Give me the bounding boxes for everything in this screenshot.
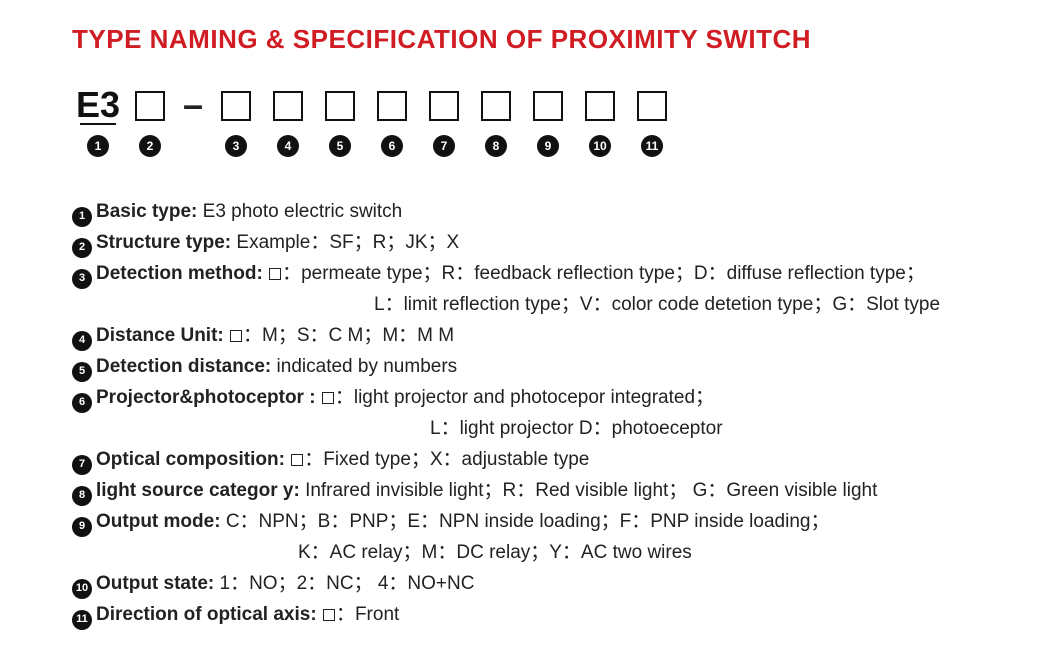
placeholder-box-icon: [533, 91, 563, 121]
spec-label: Detection method:: [96, 263, 263, 284]
placeholder-box-icon: [377, 91, 407, 121]
spec-row-7: 7Optical composition: ：Fixed type；X：adju…: [72, 445, 999, 475]
placeholder-box-icon: [481, 91, 511, 121]
spec-label: light source categor y:: [96, 480, 300, 501]
spec-row-10: 10Output state: 1：NO；2：NC； 4：NO+NC: [72, 569, 999, 599]
spec-badge: 5: [72, 362, 92, 382]
code-pos-9: 9: [522, 83, 574, 157]
badge-1: 1: [87, 135, 109, 157]
spec-label: Output state:: [96, 573, 214, 594]
spec-text: ：light projector and photocepor integrat…: [321, 387, 714, 408]
badge-7: 7: [433, 135, 455, 157]
code-pos-4: 4: [262, 83, 314, 157]
spec-text: ：permeate type；R：feedback reflection typ…: [268, 263, 925, 284]
spec-badge: 10: [72, 579, 92, 599]
small-square-icon: [269, 268, 281, 280]
code-pos-2: 2: [124, 83, 176, 157]
badge-6: 6: [381, 135, 403, 157]
spec-badge: 7: [72, 455, 92, 475]
code-pos-5: 5: [314, 83, 366, 157]
placeholder-box-icon: [637, 91, 667, 121]
spec-row-2: 2Structure type: Example：SF；R；JK；X: [72, 228, 999, 258]
page-title: TYPE NAMING & SPECIFICATION OF PROXIMITY…: [72, 24, 999, 55]
spec-row-6-cont: L：light projector D：photoeceptor: [72, 414, 999, 444]
badge-10: 10: [589, 135, 611, 157]
spec-label: Projector&photoceptor :: [96, 387, 316, 408]
spec-label: Direction of optical axis:: [96, 604, 317, 625]
spec-text: Example：SF；R；JK；X: [236, 232, 459, 253]
spec-badge: 6: [72, 393, 92, 413]
placeholder-box-icon: [325, 91, 355, 121]
type-code-row: E3 1 2 – 3 4 5 6 7 8 9 10 1: [72, 83, 999, 157]
code-pos-10: 10: [574, 83, 626, 157]
spec-text: Infrared invisible light；R：Red visible l…: [305, 480, 877, 501]
placeholder-box-icon: [585, 91, 615, 121]
code-pos-3: 3: [210, 83, 262, 157]
spec-badge: 11: [72, 610, 92, 630]
small-square-icon: [323, 609, 335, 621]
spec-text: L：limit reflection type；V：color code det…: [374, 294, 940, 315]
spec-text: K：AC relay；M：DC relay；Y：AC two wires: [298, 542, 692, 563]
code-pos-6: 6: [366, 83, 418, 157]
spec-text: ：Fixed type；X：adjustable type: [290, 449, 589, 470]
small-square-icon: [322, 392, 334, 404]
spec-row-1: 1Basic type: E3 photo electric switch: [72, 197, 999, 227]
spec-row-3-cont: L：limit reflection type；V：color code det…: [72, 290, 999, 320]
code-pos-8: 8: [470, 83, 522, 157]
small-square-icon: [230, 330, 242, 342]
spec-label: Basic type:: [96, 201, 197, 222]
small-square-icon: [291, 454, 303, 466]
spec-row-6: 6Projector&photoceptor : ：light projecto…: [72, 383, 999, 413]
placeholder-box-icon: [429, 91, 459, 121]
badge-9: 9: [537, 135, 559, 157]
spec-label: Structure type:: [96, 232, 231, 253]
spec-badge: 8: [72, 486, 92, 506]
spec-row-3: 3Detection method: ：permeate type；R：feed…: [72, 259, 999, 289]
placeholder-box-icon: [135, 91, 165, 121]
spec-badge: 2: [72, 238, 92, 258]
spec-text: E3 photo electric switch: [203, 201, 403, 222]
spec-text: L：light projector D：photoeceptor: [430, 418, 723, 439]
spec-badge: 1: [72, 207, 92, 227]
spec-label: Detection distance:: [96, 356, 271, 377]
spec-text: ：M；S：C M；M：M M: [229, 325, 454, 346]
code-pos-7: 7: [418, 83, 470, 157]
spec-row-11: 11Direction of optical axis: ：Front: [72, 600, 999, 630]
spec-text: indicated by numbers: [277, 356, 458, 377]
dash-char: –: [183, 83, 203, 127]
badge-3: 3: [225, 135, 247, 157]
spec-row-4: 4Distance Unit: ：M；S：C M；M：M M: [72, 321, 999, 351]
spec-text: C：NPN；B：PNP；E：NPN inside loading；F：PNP i…: [226, 511, 830, 532]
code-pos-1: E3 1: [72, 83, 124, 157]
spec-label: Optical composition:: [96, 449, 285, 470]
badge-4: 4: [277, 135, 299, 157]
spec-text: 1：NO；2：NC； 4：NO+NC: [220, 573, 475, 594]
badge-8: 8: [485, 135, 507, 157]
spec-badge: 9: [72, 517, 92, 537]
spec-row-8: 8light source categor y: Infrared invisi…: [72, 476, 999, 506]
placeholder-box-icon: [273, 91, 303, 121]
spec-badge: 3: [72, 269, 92, 289]
code-pos-11: 11: [626, 83, 678, 157]
spec-row-9-cont: K：AC relay；M：DC relay；Y：AC two wires: [72, 538, 999, 568]
badge-2: 2: [139, 135, 161, 157]
placeholder-box-icon: [221, 91, 251, 121]
spec-row-5: 5Detection distance: indicated by number…: [72, 352, 999, 382]
spec-row-9: 9Output mode: C：NPN；B：PNP；E：NPN inside l…: [72, 507, 999, 537]
spec-text: ：Front: [322, 604, 399, 625]
spec-label: Output mode:: [96, 511, 221, 532]
code-fixed-prefix: E3: [76, 83, 120, 127]
code-dash: –: [176, 83, 210, 127]
badge-5: 5: [329, 135, 351, 157]
badge-11: 11: [641, 135, 663, 157]
spec-badge: 4: [72, 331, 92, 351]
spec-label: Distance Unit:: [96, 325, 224, 346]
specs-list: 1Basic type: E3 photo electric switch2St…: [72, 197, 999, 630]
